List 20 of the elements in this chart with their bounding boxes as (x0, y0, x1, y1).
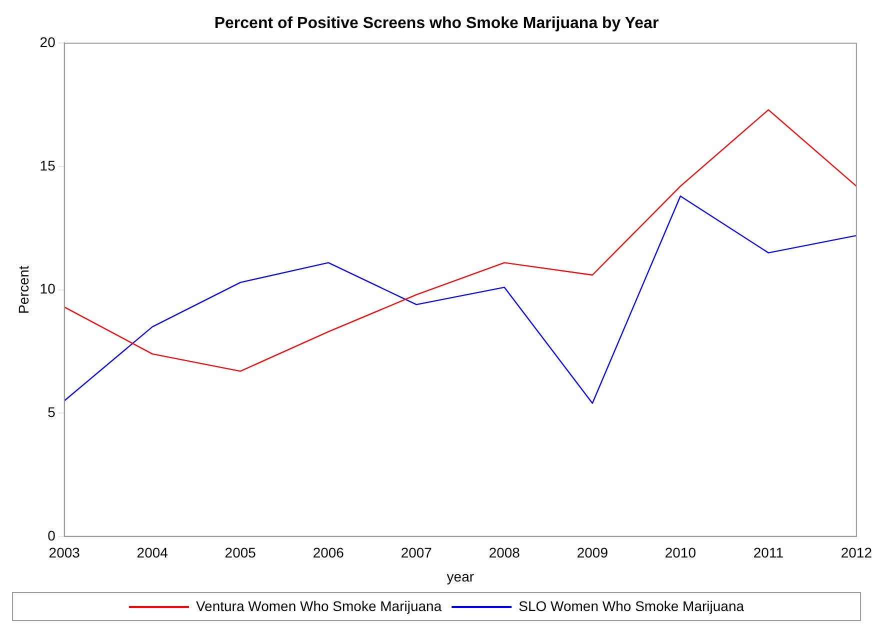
x-tick-label: 2005 (224, 544, 256, 561)
x-tick-label: 2007 (400, 544, 432, 561)
x-tick-label: 2012 (840, 544, 872, 561)
chart-title: Percent of Positive Screens who Smoke Marijuana by Year (214, 15, 659, 32)
x-tick-label: 2009 (576, 544, 608, 561)
x-tick-label: 2011 (753, 544, 784, 561)
legend-label: SLO Women Who Smoke Marijuana (518, 598, 744, 614)
x-tick-label: 2003 (48, 544, 80, 561)
legend-label: Ventura Women Who Smoke Marijuana (196, 598, 442, 614)
x-tick-label: 2010 (664, 544, 696, 561)
y-tick-label: 0 (48, 527, 56, 544)
x-tick-label: 2008 (488, 544, 520, 561)
y-tick-label: 15 (40, 157, 56, 174)
x-tick-label: 2006 (312, 544, 344, 561)
y-tick-label: 10 (40, 280, 56, 297)
x-tick-label: 2004 (136, 544, 168, 561)
y-axis-title: Percent (15, 266, 32, 314)
y-tick-label: 5 (48, 404, 56, 420)
x-axis-title: year (446, 568, 474, 584)
y-tick-label: 20 (40, 34, 56, 50)
